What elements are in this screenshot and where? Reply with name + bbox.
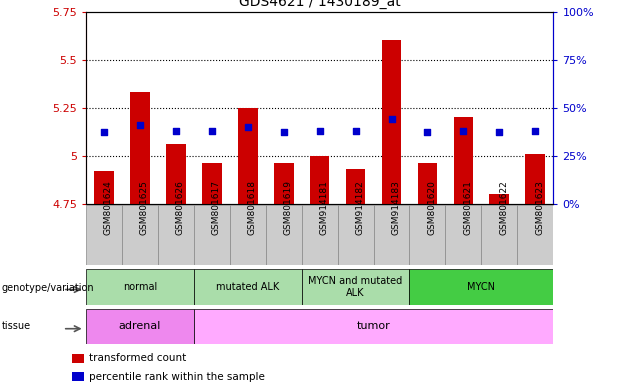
Bar xyxy=(194,269,301,305)
Text: MYCN: MYCN xyxy=(467,282,495,292)
Bar xyxy=(453,117,473,204)
Text: MYCN and mutated
ALK: MYCN and mutated ALK xyxy=(308,276,403,298)
Bar xyxy=(122,205,158,265)
Bar xyxy=(338,205,373,265)
Text: adrenal: adrenal xyxy=(118,321,161,331)
Bar xyxy=(445,205,481,265)
Text: GSM801626: GSM801626 xyxy=(176,180,184,235)
Text: transformed count: transformed count xyxy=(88,353,186,364)
Text: GSM801621: GSM801621 xyxy=(464,180,473,235)
Bar xyxy=(517,205,553,265)
Bar xyxy=(194,205,230,265)
Bar xyxy=(238,108,258,204)
Text: GSM801620: GSM801620 xyxy=(427,180,436,235)
Text: GSM801625: GSM801625 xyxy=(140,180,149,235)
Text: GSM914183: GSM914183 xyxy=(392,180,401,235)
Bar xyxy=(345,169,366,204)
Bar xyxy=(410,269,553,305)
Point xyxy=(279,129,289,136)
Bar xyxy=(382,40,401,204)
Point xyxy=(350,127,361,134)
Bar xyxy=(158,205,194,265)
Point xyxy=(99,129,109,136)
Bar xyxy=(525,154,545,204)
Bar xyxy=(310,156,329,204)
Text: percentile rank within the sample: percentile rank within the sample xyxy=(88,372,265,382)
Title: GDS4621 / 1430189_at: GDS4621 / 1430189_at xyxy=(238,0,401,9)
Point xyxy=(459,127,469,134)
Point xyxy=(530,127,541,134)
Bar xyxy=(202,163,221,204)
Text: GSM801622: GSM801622 xyxy=(499,180,508,235)
Bar xyxy=(72,354,84,363)
Point xyxy=(135,122,145,128)
Bar xyxy=(266,205,301,265)
Bar xyxy=(373,205,410,265)
Point xyxy=(494,129,504,136)
Bar xyxy=(301,205,338,265)
Point xyxy=(207,127,217,134)
Text: GSM801624: GSM801624 xyxy=(104,180,113,235)
Text: normal: normal xyxy=(123,282,157,292)
Bar xyxy=(410,205,445,265)
Bar xyxy=(130,92,149,204)
Bar xyxy=(72,372,84,381)
Point xyxy=(387,116,397,122)
Text: GSM801618: GSM801618 xyxy=(247,180,257,235)
Text: genotype/variation: genotype/variation xyxy=(1,283,94,293)
Point xyxy=(242,124,252,130)
Text: tissue: tissue xyxy=(1,321,31,331)
Text: GSM801619: GSM801619 xyxy=(284,180,293,235)
Bar xyxy=(230,205,266,265)
Bar xyxy=(94,171,114,204)
Bar xyxy=(490,194,509,204)
Bar xyxy=(418,163,438,204)
Text: tumor: tumor xyxy=(357,321,391,331)
Bar xyxy=(86,205,122,265)
Point xyxy=(170,127,181,134)
Text: mutated ALK: mutated ALK xyxy=(216,282,279,292)
Bar xyxy=(481,205,517,265)
Bar xyxy=(194,309,553,344)
Text: GSM801617: GSM801617 xyxy=(212,180,221,235)
Text: GSM914181: GSM914181 xyxy=(320,180,329,235)
Point xyxy=(315,127,325,134)
Bar xyxy=(166,144,186,204)
Bar xyxy=(301,269,410,305)
Point xyxy=(422,129,432,136)
Bar xyxy=(273,163,294,204)
Bar xyxy=(86,309,194,344)
Text: GSM914182: GSM914182 xyxy=(356,180,364,235)
Text: GSM801623: GSM801623 xyxy=(536,180,544,235)
Bar xyxy=(86,269,194,305)
